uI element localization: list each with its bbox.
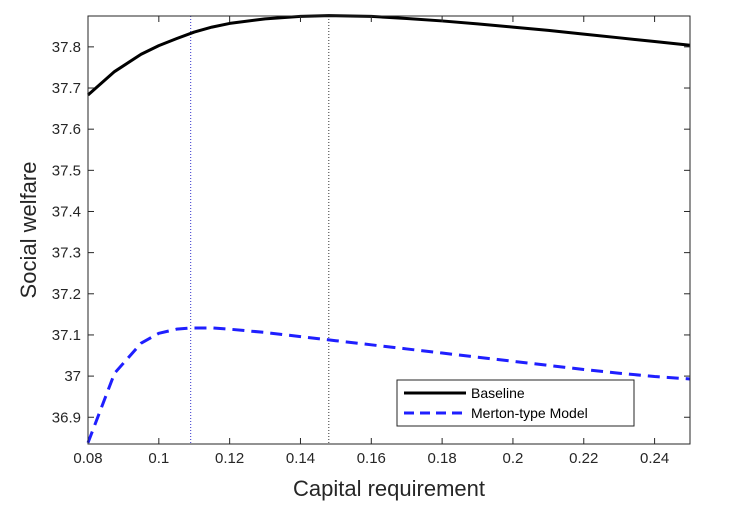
y-axis-label: Social welfare [16,162,41,299]
y-tick-label: 37.6 [52,121,81,138]
legend: Baseline Merton-type Model [396,379,635,427]
y-tick-label: 37 [64,368,81,385]
x-tick-label: 0.14 [286,450,315,467]
x-axis-ticks: 0.08 0.1 0.12 0.14 0.16 0.18 0.2 0.22 0.24 [73,16,669,467]
plot-frame [87,15,691,445]
x-tick-label: 0.12 [215,450,244,467]
y-tick-label: 36.9 [52,409,81,426]
series-line-merton-type-model [86,326,691,444]
x-tick-label: 0.08 [73,450,102,467]
y-tick-label: 37.5 [52,162,81,179]
x-tick-label: 0.16 [357,450,386,467]
y-tick-label: 37.1 [52,327,81,344]
y-tick-label: 37.2 [52,286,81,303]
x-tick-label: 0.18 [428,450,457,467]
x-tick-label: 0.2 [503,450,524,467]
x-tick-label: 0.1 [148,450,169,467]
x-axis-label: Capital requirement [293,476,485,501]
y-tick-label: 37.7 [52,80,81,97]
legend-label-merton: Merton-type Model [471,405,588,421]
legend-label-baseline: Baseline [471,385,525,401]
plot-area [88,16,690,444]
x-tick-label: 0.24 [640,450,669,467]
y-axis-ticks: 36.9 37 37.1 37.2 37.3 37.4 37.5 37.6 37.7 37.8 [52,39,690,426]
y-tick-label: 37.8 [52,39,81,56]
y-tick-label: 37.3 [52,245,81,262]
x-tick-label: 0.22 [569,450,598,467]
y-tick-label: 37.4 [52,203,81,220]
legend-box [396,379,635,427]
